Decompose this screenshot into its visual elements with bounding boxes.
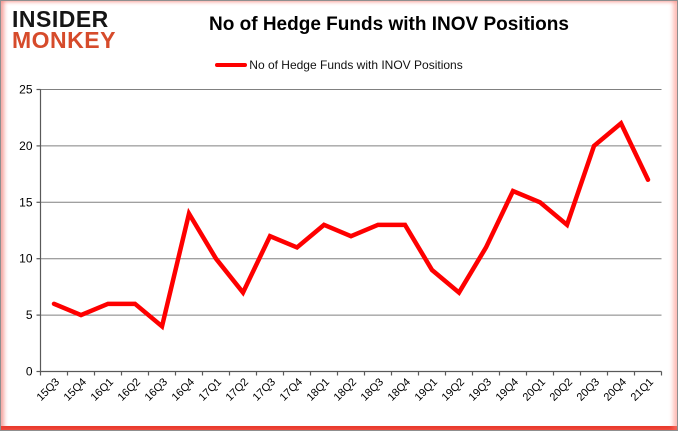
svg-text:17Q3: 17Q3 [251,376,279,404]
svg-text:18Q4: 18Q4 [386,376,414,404]
svg-text:18Q1: 18Q1 [305,376,333,404]
svg-text:21Q1: 21Q1 [629,376,657,404]
svg-text:18Q3: 18Q3 [359,376,387,404]
svg-text:16Q2: 16Q2 [116,376,144,404]
svg-text:16Q1: 16Q1 [89,376,117,404]
svg-text:17Q2: 17Q2 [224,376,252,404]
svg-text:18Q2: 18Q2 [332,376,360,404]
svg-text:19Q3: 19Q3 [467,376,495,404]
svg-text:20Q4: 20Q4 [602,376,630,404]
svg-text:10: 10 [19,252,33,266]
legend: No of Hedge Funds with INOV Positions [0,58,678,72]
series-line [51,119,651,331]
chart-title: No of Hedge Funds with INOV Positions [209,14,569,35]
svg-text:16Q4: 16Q4 [170,376,198,404]
svg-text:25: 25 [19,83,33,97]
svg-text:20Q1: 20Q1 [521,376,549,404]
svg-text:20Q3: 20Q3 [575,376,603,404]
svg-text:15: 15 [19,195,33,209]
logo-line2: MONKEY [12,27,116,54]
insider-monkey-logo: INSIDER MONKEY [12,6,116,54]
svg-text:16Q3: 16Q3 [143,376,171,404]
x-axis-labels: 15Q3 15Q4 16Q1 16Q2 16Q3 16Q4 17Q1 17Q2 17Q3 17Q4… [35,376,657,404]
svg-text:15Q3: 15Q3 [35,376,63,404]
svg-text:0: 0 [26,365,33,379]
svg-text:19Q1: 19Q1 [413,376,441,404]
svg-text:15Q4: 15Q4 [62,376,90,404]
legend-label: No of Hedge Funds with INOV Positions [249,58,463,72]
gridlines [40,89,662,316]
svg-text:20Q2: 20Q2 [548,376,576,404]
legend-line-swatch [215,63,248,67]
svg-text:5: 5 [26,308,33,322]
logo-line1: INSIDER [12,6,109,32]
svg-text:17Q4: 17Q4 [278,376,306,404]
axes [36,88,663,376]
svg-text:17Q1: 17Q1 [197,376,225,404]
y-axis-labels: 0 5 10 15 20 25 [19,83,33,379]
svg-text:19Q2: 19Q2 [440,376,468,404]
svg-text:19Q4: 19Q4 [494,376,522,404]
svg-text:20: 20 [19,139,33,153]
